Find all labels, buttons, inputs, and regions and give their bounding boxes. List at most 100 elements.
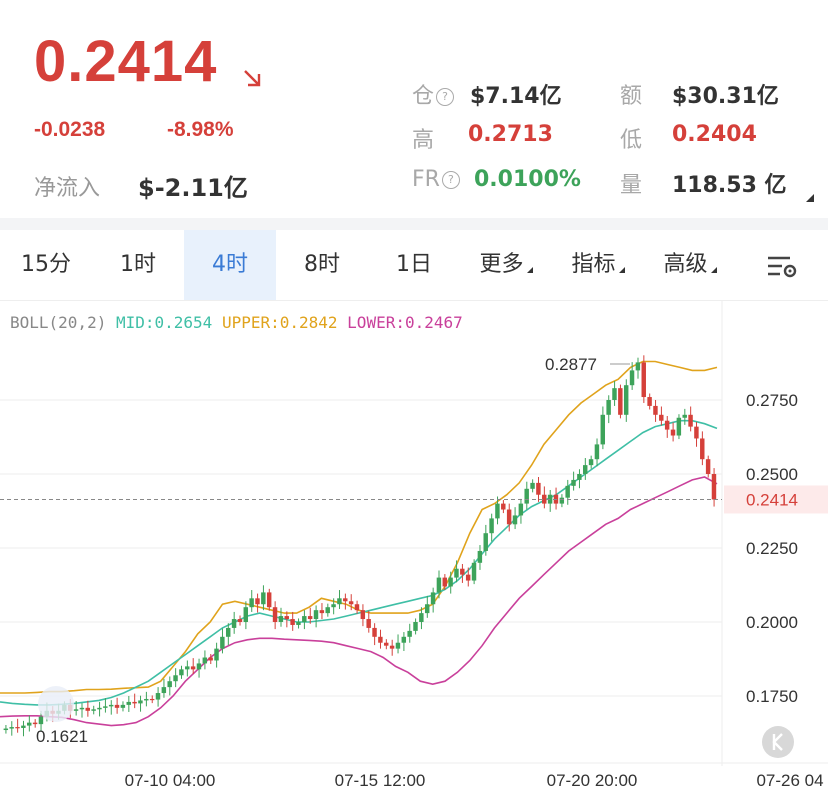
candle: [471, 562, 477, 581]
tab-8h[interactable]: 8时: [304, 252, 340, 277]
tab-more[interactable]: 更多: [460, 230, 552, 300]
high-value: 0.2713: [468, 122, 553, 147]
candle: [606, 400, 611, 415]
candle: [249, 598, 254, 608]
candle: [588, 459, 594, 466]
candle: [378, 636, 383, 643]
tab-1h[interactable]: 1时: [120, 252, 156, 277]
help-icon[interactable]: ?: [436, 88, 455, 106]
candle: [272, 607, 278, 622]
candle: [506, 509, 512, 525]
candle: [325, 607, 330, 614]
candle: [384, 642, 389, 646]
price-change-percent: -8.98%: [167, 118, 234, 141]
candle: [296, 622, 301, 625]
candle: [653, 405, 658, 415]
chart-settings-icon[interactable]: [764, 252, 800, 280]
high-label: 高: [412, 128, 435, 153]
last-price: 0.2414: [34, 29, 218, 94]
candle: [401, 636, 407, 643]
candle: [32, 722, 38, 725]
candle: [161, 687, 167, 694]
candle: [3, 728, 9, 731]
candle: [284, 616, 289, 620]
candle: [389, 645, 395, 649]
candle: [547, 494, 553, 504]
candle: [255, 598, 260, 605]
candle: [641, 362, 646, 398]
candle: [290, 619, 295, 625]
candle: [307, 616, 313, 620]
funding-rate-value: 0.0100%: [474, 167, 581, 192]
volume-label: 量: [620, 173, 643, 198]
candle: [372, 627, 377, 637]
candle: [501, 503, 506, 510]
candle: [149, 698, 155, 701]
candle: [155, 693, 161, 700]
candle: [173, 675, 178, 682]
candle: [664, 420, 670, 430]
tab-indicators[interactable]: 指标: [552, 230, 644, 300]
candle: [635, 362, 641, 371]
candle: [571, 479, 576, 486]
net-inflow-label: 净流入: [34, 176, 101, 201]
price-change: -0.0238: [34, 118, 106, 141]
candle: [536, 482, 541, 495]
candle: [676, 417, 682, 436]
candle: [120, 704, 126, 708]
tab-4h[interactable]: 4时: [184, 230, 276, 300]
help-icon[interactable]: ?: [441, 171, 460, 189]
candle: [460, 568, 465, 575]
candle: [266, 592, 272, 608]
y-tick-label: 0.2250: [746, 539, 798, 558]
candle: [179, 669, 184, 676]
candle: [419, 613, 424, 622]
min-price-label: 0.1621: [36, 727, 88, 746]
candle: [465, 574, 471, 581]
candle: [694, 426, 699, 439]
candle: [424, 604, 430, 614]
boll-legend: BOLL(20,2) MID:0.2654 UPPER:0.2842 LOWER…: [10, 313, 463, 332]
scroll-back-button: [762, 726, 794, 758]
candle: [79, 707, 85, 710]
candle: [512, 515, 518, 525]
candle: [243, 607, 249, 622]
candle: [73, 709, 79, 711]
tab-1d[interactable]: 1日: [396, 252, 432, 277]
current-price-tag: [724, 485, 828, 514]
max-price-label: 0.2877: [545, 355, 597, 374]
candle: [343, 598, 348, 602]
candle: [647, 397, 652, 406]
y-tick-label: 0.2750: [746, 391, 798, 410]
candle: [682, 414, 687, 418]
scroll-back-icon: [772, 733, 783, 751]
candle: [495, 503, 500, 519]
candle: [623, 385, 629, 415]
candle: [518, 503, 524, 516]
candle: [542, 494, 547, 504]
candle: [190, 666, 196, 670]
tab-15m[interactable]: 15分: [21, 252, 71, 277]
candle: [688, 414, 693, 427]
candle: [15, 727, 20, 729]
candle: [167, 681, 172, 688]
candle: [261, 592, 266, 605]
tab-advanced[interactable]: 高级: [644, 230, 736, 300]
candle: [360, 610, 366, 620]
candle: [196, 663, 202, 670]
candle: [448, 577, 453, 587]
candle: [565, 485, 570, 498]
candle: [319, 610, 325, 614]
expand-corner-icon[interactable]: [806, 194, 814, 202]
dropdown-icon: [710, 267, 717, 273]
candle: [670, 429, 676, 436]
candle: [337, 598, 342, 605]
volume-value: 118.53 亿: [672, 173, 787, 198]
candlestick-chart[interactable]: 0.2750 0.2500 0.2250 0.2000 0.1750 07-10 04:0…: [0, 300, 828, 796]
candle: [711, 474, 717, 500]
candle: [313, 610, 319, 620]
candle: [600, 414, 606, 445]
dropdown-icon: [526, 267, 533, 273]
candle: [85, 707, 90, 711]
open-interest-value: $7.14亿: [470, 84, 562, 109]
